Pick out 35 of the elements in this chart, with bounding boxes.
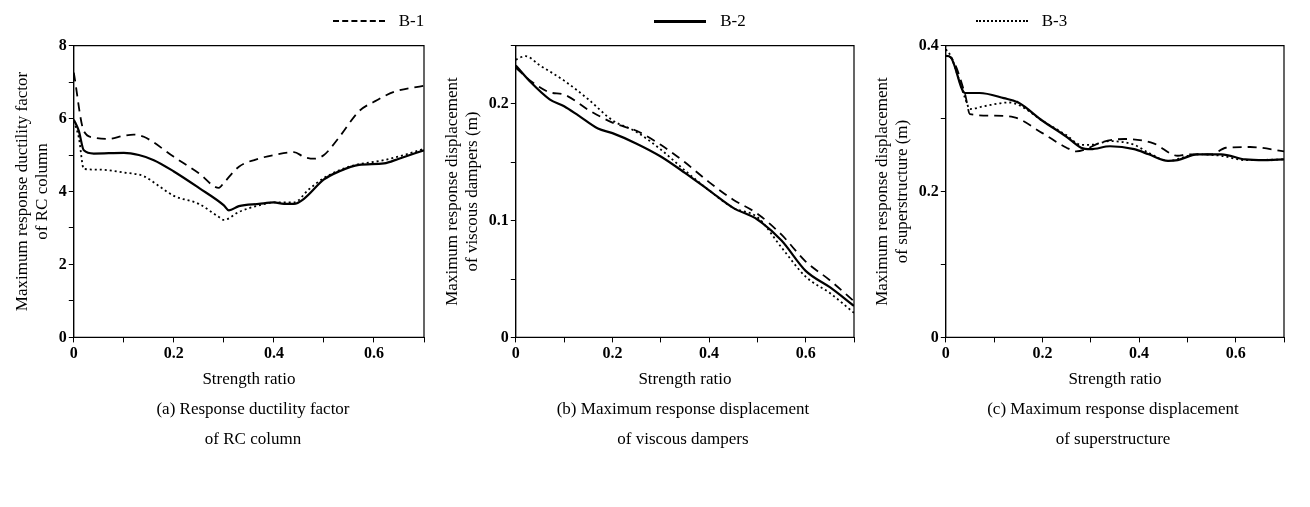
- text: (b) Maximum response displacement of viscous dampers: [555, 398, 810, 450]
- x-tick-label: 0: [69, 344, 78, 362]
- x-tick-label: 0.6: [1225, 344, 1246, 362]
- legend-label: B-1: [398, 11, 425, 31]
- legend-label: B-3: [1041, 11, 1068, 31]
- x-tick-label: 0.2: [1032, 344, 1053, 362]
- y-tick-label: 6: [58, 108, 67, 126]
- y-tick-label: 0.1: [488, 210, 509, 228]
- text: (a) Response ductility factor of RC column: [155, 398, 350, 450]
- x-tick-label: 0.2: [163, 344, 184, 362]
- y-tick-label: 0.4: [918, 35, 939, 53]
- x-tick-label: 0.4: [1129, 344, 1150, 362]
- x-tick-label: 0.6: [795, 344, 816, 362]
- x-axis-title: Strength ratio: [1068, 369, 1162, 389]
- text: (c) Maximum response displacement of superstructure: [986, 398, 1239, 450]
- x-tick-label: 0.2: [602, 344, 623, 362]
- x-tick-label: 0: [511, 344, 520, 362]
- y-tick-label: 0.2: [488, 94, 509, 112]
- x-tick-label: 0.6: [363, 344, 384, 362]
- x-tick-label: 0.4: [699, 344, 720, 362]
- x-axis-title: Strength ratio: [202, 369, 296, 389]
- y-tick-label: 0: [930, 327, 939, 345]
- y-tick-label: 4: [58, 181, 67, 199]
- y-axis-title: Maximum response ductility factor of RC column: [11, 71, 52, 312]
- x-axis-title: Strength ratio: [638, 369, 732, 389]
- y-tick-label: 0: [500, 327, 509, 345]
- y-tick-label: 8: [58, 35, 67, 53]
- x-tick-label: 0: [941, 344, 950, 362]
- legend-label: B-2: [720, 11, 746, 31]
- y-axis-title: Maximum response displacement of superstructure (m): [871, 76, 912, 306]
- x-tick-label: 0.4: [263, 344, 284, 362]
- y-tick-label: 0: [58, 327, 67, 345]
- y-tick-label: 0.2: [918, 181, 939, 199]
- y-axis-title: Maximum response displacement of viscous dampers (m): [441, 76, 482, 306]
- y-tick-label: 2: [58, 254, 67, 272]
